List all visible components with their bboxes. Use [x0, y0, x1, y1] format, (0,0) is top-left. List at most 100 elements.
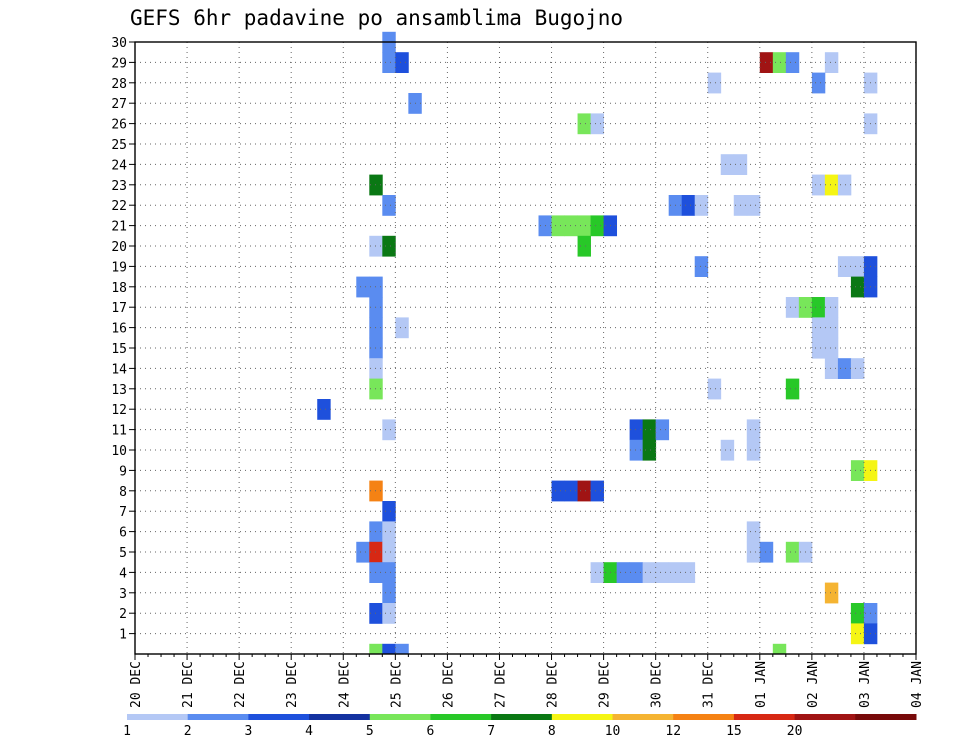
y-tick-label: 26 — [111, 118, 127, 133]
heatmap-cell — [785, 297, 800, 318]
y-tick-label: 25 — [111, 138, 127, 153]
heatmap-cell — [746, 195, 761, 216]
heatmap-cell — [382, 562, 396, 583]
y-tick-label: 27 — [111, 97, 127, 112]
heatmap-cell — [369, 603, 383, 624]
heatmap-cell — [551, 215, 565, 237]
x-tick-label: 02 JAN — [806, 661, 821, 708]
x-tick-label: 24 DEC — [337, 661, 352, 708]
heatmap-cell — [785, 52, 800, 73]
colorbar-label: 6 — [427, 724, 435, 739]
heatmap-cell — [655, 419, 670, 441]
heatmap-cell — [759, 52, 774, 73]
heatmap-cell — [369, 235, 383, 257]
heatmap-cell — [395, 52, 409, 73]
heatmap-cell — [655, 562, 670, 583]
heatmap-cell — [824, 582, 839, 604]
heatmap-cell — [785, 541, 800, 563]
heatmap-cell — [382, 582, 396, 604]
heatmap-cell — [772, 52, 787, 73]
heatmap-cell — [720, 154, 735, 175]
heatmap-cell — [590, 113, 604, 135]
heatmap-cell — [629, 562, 644, 583]
y-tick-label: 23 — [111, 179, 127, 194]
x-tick-label: 04 JAN — [910, 661, 925, 708]
heatmap-cell — [382, 541, 396, 563]
heatmap-cell — [369, 378, 383, 400]
heatmap-cell — [850, 603, 865, 624]
heatmap-cell — [382, 603, 396, 624]
colorbar-label: 2 — [184, 724, 192, 739]
colorbar-segment — [127, 714, 189, 720]
heatmap-cell — [369, 174, 383, 196]
heatmap-cell — [369, 337, 383, 359]
colorbar-label: 3 — [244, 724, 252, 739]
colorbar-segment — [187, 714, 249, 720]
y-tick-label: 28 — [111, 77, 127, 92]
heatmap-cell — [785, 378, 800, 400]
colorbar-label: 4 — [305, 724, 313, 739]
heatmap-cell — [369, 521, 383, 543]
heatmap-cell — [759, 541, 774, 563]
colorbar-segment — [248, 714, 310, 720]
y-tick-label: 3 — [119, 587, 127, 602]
heatmap-cell — [811, 174, 826, 196]
y-tick-label: 1 — [119, 628, 127, 643]
colorbar-label: 7 — [487, 724, 495, 739]
y-tick-label: 24 — [111, 158, 127, 173]
heatmap-cell — [382, 52, 396, 73]
colorbar-label: 5 — [366, 724, 374, 739]
heatmap-cell — [694, 256, 709, 277]
heatmap-cell — [642, 419, 657, 441]
heatmap-cell — [746, 541, 761, 563]
x-tick-label: 26 DEC — [441, 661, 456, 708]
heatmap-cell — [824, 297, 839, 318]
x-tick-label: 20 DEC — [129, 661, 144, 708]
colorbar-segment — [855, 714, 917, 720]
heatmap-cell — [564, 215, 578, 237]
heatmap-cell — [746, 521, 761, 543]
heatmap-cell — [707, 378, 722, 400]
heatmap-cell — [395, 317, 409, 339]
y-tick-label: 6 — [119, 526, 127, 541]
heatmap-cell — [746, 439, 761, 461]
y-tick-label: 14 — [111, 362, 127, 377]
heatmap-cell — [369, 480, 383, 502]
y-tick-label: 12 — [111, 403, 127, 418]
heatmap-cell — [824, 337, 839, 359]
heatmap-cell — [811, 72, 826, 94]
x-tick-label: 30 DEC — [650, 661, 665, 708]
heatmap-cell — [811, 337, 826, 359]
heatmap-cell — [382, 235, 396, 257]
heatmap-cell — [772, 643, 787, 655]
heatmap-cell — [629, 419, 644, 441]
heatmap-cell — [369, 562, 383, 583]
x-tick-label: 23 DEC — [285, 661, 300, 708]
y-tick-label: 7 — [119, 505, 127, 520]
colorbar-segment — [794, 714, 856, 720]
colorbar-segment — [612, 714, 674, 720]
heatmap-cell — [369, 276, 383, 298]
heatmap-cell — [824, 358, 839, 379]
heatmap-cell — [850, 460, 865, 481]
heatmap-cell — [824, 174, 839, 196]
heatmap-cell — [824, 52, 839, 73]
heatmap-cell — [681, 562, 696, 583]
x-tick-label: 22 DEC — [233, 661, 248, 708]
x-tick-label: 21 DEC — [181, 661, 196, 708]
heatmap-cell — [577, 235, 591, 257]
heatmap-cell — [369, 317, 383, 339]
colorbar-label: 1 — [123, 724, 131, 739]
heatmap-cell — [837, 358, 852, 379]
heatmap-cell — [837, 174, 852, 196]
y-tick-label: 21 — [111, 220, 127, 235]
heatmap-cell — [551, 480, 565, 502]
colorbar-segment — [551, 714, 614, 720]
heatmap-cell — [369, 643, 383, 655]
colorbar-segment — [309, 714, 371, 720]
y-tick-label: 15 — [111, 342, 127, 357]
colorbar-segment — [673, 714, 735, 720]
heatmap-cell — [720, 439, 735, 461]
colorbar-segment — [430, 714, 492, 720]
